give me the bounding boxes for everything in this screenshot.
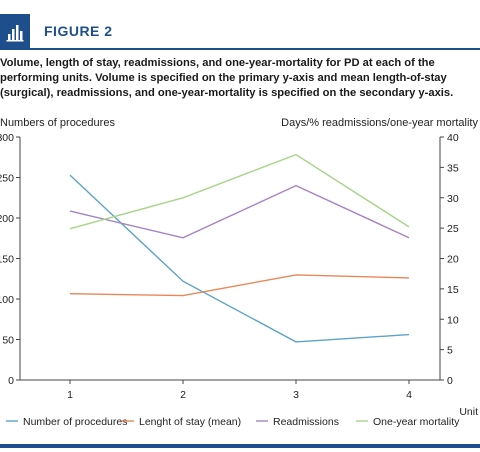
x-axis-label: Unit: [459, 406, 478, 418]
figure-header: FIGURE 2: [0, 14, 480, 50]
right-tick-label: 20: [447, 254, 459, 266]
left-tick-label: 50: [2, 335, 14, 347]
legend-item-label: Lenght of stay (mean): [139, 416, 241, 428]
bottom-divider: [0, 444, 480, 448]
left-tick-label: 200: [0, 213, 14, 225]
right-axis-label: Days/% readmissions/one-year mortality: [281, 117, 478, 129]
left-tick-label: 250: [0, 173, 14, 185]
series-one-year-mortality: [69, 153, 410, 230]
right-tick-label: 35: [447, 162, 459, 174]
series-readmissions: [69, 184, 410, 239]
figure-caption: Volume, length of stay, readmissions, an…: [0, 57, 454, 99]
legend-item-label: Readmissions: [273, 416, 339, 428]
left-tick-label: 0: [8, 375, 14, 387]
right-tick-label: 15: [447, 284, 459, 296]
x-tick-label: 4: [406, 389, 412, 401]
series-number-of-procedures: [69, 174, 410, 343]
right-tick-label: 25: [447, 223, 459, 235]
right-tick-label: 40: [447, 132, 459, 144]
left-tick-label: 300: [0, 132, 14, 144]
x-tick-label: 2: [180, 389, 186, 401]
left-tick-label: 100: [0, 294, 14, 306]
right-tick-label: 5: [447, 345, 453, 357]
legend-item-label: Number of procedures: [23, 416, 127, 428]
header-divider: [30, 48, 480, 50]
legend-item-label: One-year mortality: [373, 416, 460, 428]
x-tick-label: 3: [293, 389, 299, 401]
bar-chart-icon: [0, 14, 30, 50]
right-tick-label: 10: [447, 314, 459, 326]
right-tick-label: 0: [447, 375, 453, 387]
right-tick-label: 30: [447, 193, 459, 205]
x-tick-label: 1: [67, 389, 73, 401]
left-axis-label: Numbers of procedures: [0, 117, 115, 129]
figure-label: FIGURE 2: [44, 23, 113, 39]
series-length-of-stay: [69, 274, 410, 297]
left-tick-label: 150: [0, 254, 14, 266]
